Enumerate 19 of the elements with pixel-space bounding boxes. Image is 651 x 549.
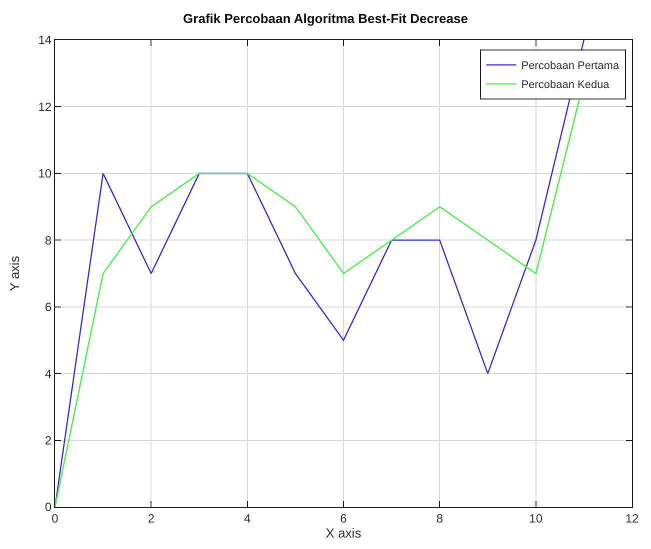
x-axis-title: X axis [326,525,362,540]
y-tick-label: 0 [44,500,52,514]
y-tick-label: 8 [44,233,52,248]
y-tick-label: 14 [38,33,52,48]
x-tick-label: 4 [244,511,251,526]
x-tick-label: 12 [625,511,639,526]
legend-label: Percobaan Pertama [521,60,620,72]
y-tick-label: 10 [38,166,52,181]
y-tick-label: 2 [44,433,52,448]
x-tick-label: 8 [436,511,444,526]
y-axis-title: Y axis [7,255,22,292]
legend-label: Percobaan Kedua [521,79,610,92]
chart-title: Grafik Percobaan Algoritma Best-Fit Decrease [183,10,468,26]
x-tick-label: 10 [529,511,543,526]
x-tick-label: 6 [340,511,348,526]
x-tick-label: 2 [148,511,155,526]
y-tick-label: 6 [44,300,52,314]
y-tick-label: 4 [44,366,52,381]
y-tick-label: 12 [38,100,52,114]
